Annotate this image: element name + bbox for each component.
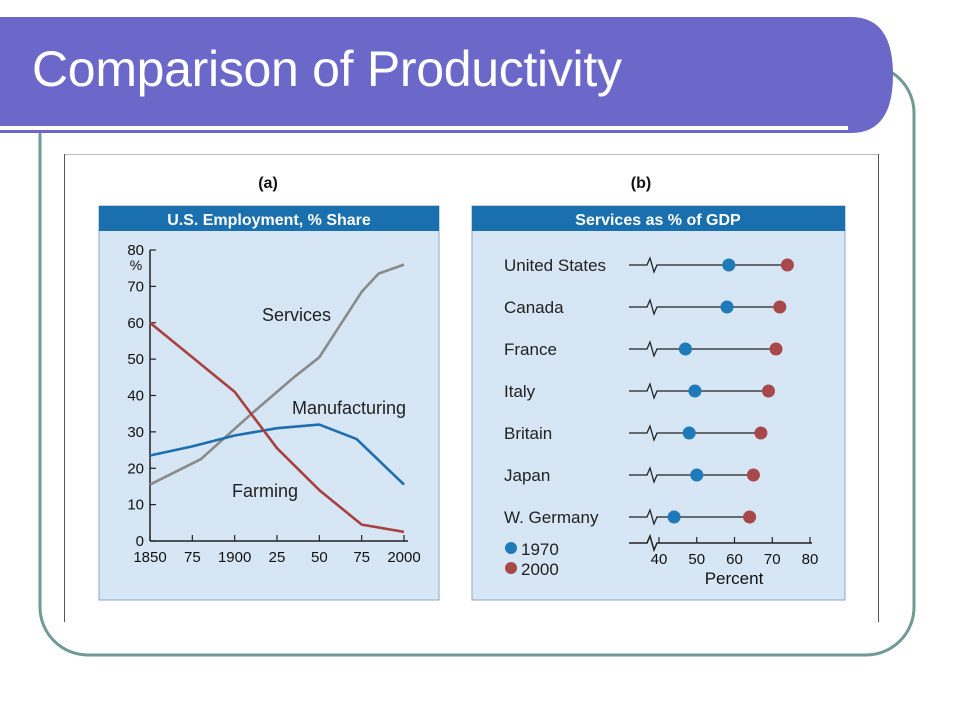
- panel-a-y-tick-label: 20: [127, 460, 144, 477]
- dot-1970: [678, 342, 692, 356]
- panel-a-x-tick-label: 25: [269, 549, 286, 566]
- series-line-services: [149, 263, 405, 486]
- panel-a-y-tick-label: 60: [127, 315, 144, 332]
- panel-a-lines: [149, 263, 405, 534]
- panel-a-axes: 0 10 20 30 40 50 60 70 80 1850 75 1900 25 50 75 2000: [127, 242, 420, 566]
- panel-a-y-tick-label: 40: [127, 388, 144, 405]
- panel-a-y-tick-label: 80: [127, 242, 144, 259]
- dot-1970: [690, 468, 704, 482]
- dot-1970: [720, 300, 734, 314]
- figure-left-edge: [64, 154, 65, 624]
- panel-a-header: [99, 206, 439, 231]
- panel-b-rows: United States Canada France Italy Britain Jap…: [504, 256, 794, 527]
- series-line-manufacturing: [149, 423, 405, 486]
- figure-bottom: [64, 622, 880, 625]
- legend-1970-marker: [505, 542, 517, 554]
- panel-a-label: (a): [258, 175, 278, 192]
- dot-2000: [754, 426, 768, 440]
- country-label: United States: [504, 256, 606, 275]
- dot-row: Italy: [504, 382, 775, 401]
- panel-a-y-tick-label: 0: [136, 533, 144, 550]
- legend-2000-marker: [505, 562, 517, 574]
- panel-a-y-unit: %: [130, 257, 142, 273]
- panel-a-x-tick-label: 75: [353, 549, 370, 566]
- series-label-manufacturing: Manufacturing: [292, 398, 406, 418]
- panel-a-y-tick-label: 30: [127, 424, 144, 441]
- title-bar: [0, 17, 893, 133]
- dot-2000: [780, 258, 794, 272]
- row-line: [629, 424, 761, 442]
- row-line: [629, 382, 769, 400]
- panel-a-x-tick-label: 2000: [387, 549, 420, 566]
- country-label: Britain: [504, 424, 552, 443]
- country-label: Canada: [504, 298, 564, 317]
- dot-row: France: [504, 340, 783, 359]
- dot-row: United States: [504, 256, 794, 275]
- panel-a-x-tick-label: 50: [311, 549, 328, 566]
- country-label: Italy: [504, 382, 536, 401]
- dot-2000: [769, 342, 783, 356]
- country-label: Japan: [504, 466, 550, 485]
- panel-b-title: Services as % of GDP: [575, 212, 741, 229]
- series-label-farming: Farming: [232, 481, 298, 501]
- series-line-farming: [149, 321, 405, 534]
- dot-1970: [722, 258, 736, 272]
- row-line: [629, 340, 776, 358]
- panel-a-y-tick-label: 10: [127, 497, 144, 514]
- row-line: [629, 256, 788, 274]
- dot-1970: [688, 384, 702, 398]
- figure-right-edge: [878, 154, 879, 624]
- panel-b-axis: 40 50 60 70 80: [629, 533, 819, 568]
- dot-row: Canada: [504, 298, 787, 317]
- country-label: W. Germany: [504, 508, 599, 527]
- dot-2000: [743, 510, 757, 524]
- dot-row: W. Germany: [504, 508, 757, 527]
- panel-b-x-tick-label: 70: [764, 551, 781, 568]
- dot-2000: [746, 468, 760, 482]
- slide-title: Comparison of Productivity: [32, 41, 622, 97]
- row-line: [629, 298, 780, 316]
- dot-row: Japan: [504, 466, 760, 485]
- legend-1970-label: 1970: [521, 540, 559, 559]
- panel-a-x-tick-label: 75: [184, 549, 201, 566]
- dot-2000: [773, 300, 787, 314]
- dot-1970: [667, 510, 681, 524]
- legend-2000-label: 2000: [521, 560, 559, 579]
- dot-2000: [762, 384, 775, 398]
- country-label: France: [504, 340, 557, 359]
- panel-a-x-tick-label: 1900: [218, 549, 251, 566]
- panel-b-x-axis-line: [629, 533, 812, 553]
- dot-row: Britain: [504, 424, 768, 443]
- panel-b-x-tick-label: 40: [651, 551, 668, 568]
- panel-b-x-tick-label: 80: [802, 551, 819, 568]
- series-label-services: Services: [262, 305, 331, 325]
- panel-b-x-axis-label: Percent: [705, 569, 764, 588]
- panel-b-header: [472, 206, 845, 231]
- dot-1970: [682, 426, 696, 440]
- row-line: [629, 466, 754, 484]
- panel-b-x-tick-label: 60: [726, 551, 743, 568]
- panel-a-title: U.S. Employment, % Share: [167, 212, 371, 229]
- panel-a-x-tick-label: 1850: [133, 549, 166, 566]
- panel-b-label: (b): [631, 175, 651, 192]
- panel-a-y-tick-label: 50: [127, 351, 144, 368]
- panel-b-x-tick-label: 50: [688, 551, 705, 568]
- panel-a-y-tick-label: 70: [127, 278, 144, 295]
